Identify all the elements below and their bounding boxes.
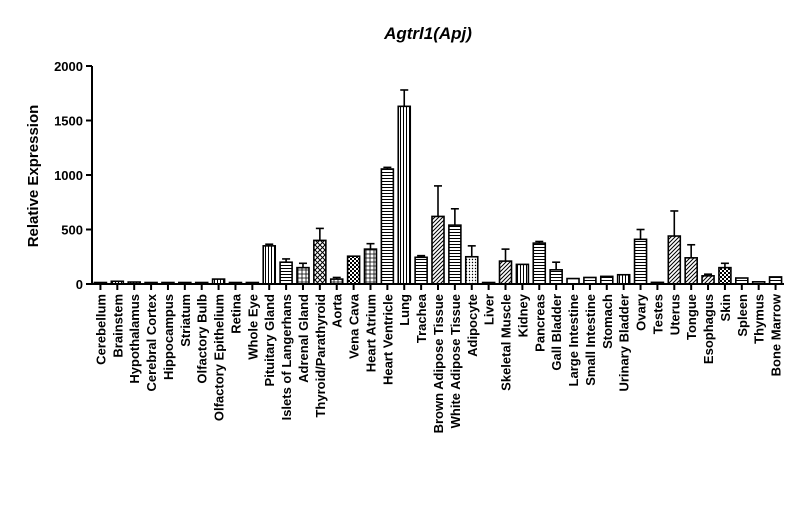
x-tick-label: Vena Cava xyxy=(347,293,362,359)
x-tick-label: Heart Atrium xyxy=(363,294,378,372)
y-tick-label: 1000 xyxy=(54,168,83,183)
x-tick-label: Pancreas xyxy=(532,294,547,352)
bar xyxy=(380,168,395,285)
x-tick-label: Skeletal Muscle xyxy=(499,294,514,391)
bar xyxy=(684,257,698,285)
x-tick-label: Striatum xyxy=(178,294,193,347)
x-tick-label: Stomach xyxy=(600,294,615,349)
bars-group xyxy=(93,89,783,285)
y-tick-label: 500 xyxy=(61,223,83,238)
x-tick-label: Spleen xyxy=(735,294,750,337)
y-axis: 0 500 1000 1500 2000 xyxy=(54,59,93,292)
bar xyxy=(633,238,648,285)
x-tick-label: White Adipose Tissue xyxy=(448,294,463,428)
x-tick-label: Cerebral Cortex xyxy=(144,293,159,391)
bar xyxy=(346,255,361,285)
bar xyxy=(262,245,277,285)
bar xyxy=(464,255,479,285)
bar xyxy=(549,269,563,285)
x-tick-label: Hippocampus xyxy=(161,294,176,380)
x-tick-label: Kidney xyxy=(515,293,530,337)
x-tick-label: Olfactory Bulb xyxy=(195,294,210,384)
bar xyxy=(296,266,310,285)
x-tick-label: Adrenal Gland xyxy=(296,294,311,383)
bar xyxy=(701,275,715,285)
x-tick-label: Thymus xyxy=(752,294,767,344)
x-tick-label: Large Intestine xyxy=(566,294,581,386)
bar xyxy=(718,266,732,285)
x-tick-label: Urinary Bladder xyxy=(617,294,632,392)
x-tick-label: Liver xyxy=(482,294,497,325)
x-tick-label: Whole Eye xyxy=(245,294,260,360)
x-tick-label: Tongue xyxy=(684,294,699,340)
x-tick-label: Thyroid/Parathyroid xyxy=(313,294,328,418)
bar xyxy=(448,224,462,285)
y-tick-label: 1500 xyxy=(54,114,83,129)
x-tick-label: Brainstem xyxy=(110,294,125,358)
y-axis-label: Relative Expression xyxy=(25,105,42,248)
x-tick-label: Uterus xyxy=(667,294,682,335)
x-tick-label: Retina xyxy=(228,293,243,334)
x-tick-label: Testes xyxy=(650,294,665,334)
bar xyxy=(667,235,682,285)
chart-title: Agtrl1(Apj) xyxy=(383,24,472,43)
x-tick-label: Brown Adipose Tissue xyxy=(431,294,446,433)
x-tick-label: Adipocyte xyxy=(465,294,480,357)
x-tick-label: Hypothalamus xyxy=(127,294,142,384)
bar xyxy=(599,275,614,285)
x-tick-label: Pituitary Gland xyxy=(262,294,277,387)
y-tick-label: 0 xyxy=(76,277,83,292)
x-tick-label: Aorta xyxy=(330,293,345,328)
bar xyxy=(616,273,631,285)
x-tick-label: Esophagus xyxy=(701,294,716,364)
x-tick-label: Lung xyxy=(397,294,412,326)
x-tick-label: Islets of Langerhans xyxy=(279,294,294,420)
bar xyxy=(363,248,378,285)
bar xyxy=(414,256,428,285)
bar xyxy=(431,215,445,285)
x-tick-label: Cerebellum xyxy=(93,294,108,365)
bar xyxy=(279,261,293,285)
x-tick-label: Gall Bladder xyxy=(549,294,564,371)
y-tick-label: 2000 xyxy=(54,59,83,74)
bar xyxy=(397,105,412,285)
x-tick-label: Ovary xyxy=(634,293,649,331)
x-tick-label: Skin xyxy=(718,294,733,322)
x-axis: Cerebellum Brainstem Hypothalamus Cerebral … xyxy=(92,283,784,433)
x-tick-label: Small Intestine xyxy=(583,294,598,386)
x-tick-label: Trachea xyxy=(414,293,429,343)
bar xyxy=(515,263,530,285)
x-tick-label: Heart Ventricle xyxy=(380,294,395,385)
bar xyxy=(498,260,513,285)
bar xyxy=(313,239,327,285)
x-tick-label: Olfactory Epithelium xyxy=(212,294,227,421)
bar xyxy=(768,276,783,285)
bar xyxy=(532,242,547,285)
x-tick-label: Bone Marrow xyxy=(769,293,784,376)
